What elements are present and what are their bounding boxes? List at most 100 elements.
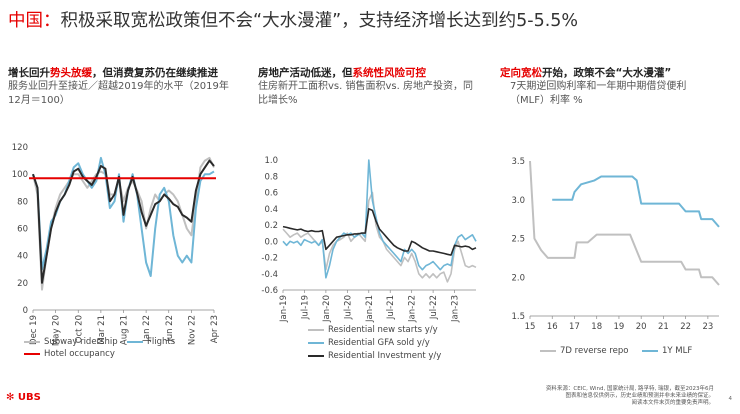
chart-services-xtick-label: Aug 21	[120, 315, 130, 345]
legend-swatch-gfa-sold	[308, 341, 324, 344]
chart-rates-ytick-label: 1.5	[511, 312, 525, 322]
ubs-logo-text: UBS	[17, 392, 41, 403]
ubs-logo: ✻ UBS	[6, 392, 41, 403]
chart-services: 0 20 40 60 80 100 120 Dec 19 May 20 Oct 20 Mar 21 A…	[12, 143, 220, 346]
chart-property-series-residential-new-starts-y-y	[282, 191, 477, 283]
legend-swatch-subway	[24, 340, 40, 343]
legend-label-mlf: 1Y MLF	[662, 346, 693, 356]
chart-services-ytick-label: 120	[12, 143, 28, 153]
panel3-heading: 定向宽松开始，政策不会“大水漫灌”	[500, 65, 671, 80]
chart-property-xtick-label: Jan-22	[408, 295, 418, 323]
legend-item-new-starts: Residential new starts y/y	[308, 325, 438, 335]
page-number: 4	[728, 396, 733, 402]
legend-item-hotel: Hotel occupancy	[24, 349, 115, 359]
chart-property-series-residential-investment-y-y	[282, 208, 477, 256]
chart-rates-ytick-label: 2.0	[511, 273, 525, 283]
footnote-disclaimer: 图表和信息仅供例示，历史业绩和预测并非未来业绩的保证。	[565, 393, 714, 399]
chart-services-xtick-label: Mar 21	[97, 315, 107, 345]
chart-property-ytick-label: 1.0	[264, 156, 278, 166]
legend-item-subway: Subway ridership	[24, 337, 118, 347]
chart-property-ytick-label: -0.4	[261, 270, 278, 280]
legend-swatch-repo	[540, 349, 556, 352]
chart-services-xtick-label: Jan 22	[142, 315, 152, 343]
chart-rates-xtick-label: 17	[569, 322, 580, 332]
chart-property-ytick-label: -0.2	[261, 254, 278, 264]
legend-label-flights: Flights	[147, 337, 176, 347]
chart-services-xtick-label: Apr 23	[210, 315, 220, 343]
panel2-heading: 房地产活动低迷，但系统性风险可控	[258, 65, 426, 80]
legend-swatch-flights	[127, 340, 143, 343]
panel1-heading: 增长回升势头放缓，但消费复苏仍在继续推进	[8, 65, 218, 80]
chart-services-ytick-label: 40	[17, 252, 28, 262]
chart-property-xtick-label: Jul-21	[386, 295, 396, 320]
chart-rates-series-7d-reverse-repo	[529, 160, 720, 286]
footnote-notice: 阅读本文件末页的重要免责声明。	[631, 400, 714, 406]
chart-property-xtick-label: Jul-22	[429, 295, 439, 320]
legend-swatch-mlf	[642, 349, 658, 352]
legend-label-new-starts: Residential new starts y/y	[328, 325, 438, 335]
chart-services-xtick-label: May 20	[52, 315, 62, 346]
chart-property-ytick-label: 0.6	[264, 189, 278, 199]
chart-property-ytick-label: 0.2	[264, 221, 278, 231]
legend-swatch-investment	[308, 354, 324, 357]
chart-property-xtick-label: Jan-23	[451, 295, 461, 323]
chart-services-xtick-label: Dec 19	[29, 315, 39, 345]
title-country: 中国：	[8, 11, 61, 31]
chart-services-series-hotel-occupancy	[32, 159, 215, 284]
title-text: 积极采取宽松政策但不会“大水漫灌”，支持经济增长达到约5-5.5%	[60, 11, 579, 31]
legend-item-repo: 7D reverse repo	[540, 346, 628, 356]
chart-services-xtick-label: Nov 22	[187, 315, 197, 345]
chart-property-xtick-label: Jan-21	[365, 295, 375, 323]
legend-label-gfa-sold: Residential GFA sold y/y	[328, 338, 430, 348]
chart-rates-ytick-label: 3.0	[511, 196, 525, 206]
legend-item-gfa-sold: Residential GFA sold y/y	[308, 338, 430, 348]
panel3-heading-a: 定向宽松	[500, 67, 542, 79]
chart-property-ytick-label: 0.8	[264, 172, 278, 182]
chart-rates: 1.5 2.0 2.5 3.0 3.5 15 16 17 18 19 20 21 22 23	[511, 157, 720, 332]
legend-item-flights: Flights	[127, 337, 175, 347]
panel1-heading-b: 势头放缓	[50, 67, 92, 79]
chart-property-ytick-label: -0.6	[261, 286, 278, 296]
chart-services-series-subway-ridership	[32, 156, 215, 291]
legend-label-hotel: Hotel occupancy	[44, 349, 115, 359]
chart-property-ytick-label: 0.0	[264, 237, 278, 247]
chart-property: -0.6 -0.4 -0.2 0.0 0.2 0.4 0.6 0.8 1.0 Jan-19 Jul-…	[261, 156, 477, 323]
panel2-subtitle: 住房新开工面积vs. 销售面积vs. 房地产投资，同比增长%	[258, 81, 473, 106]
chart-rates-series-1y-mlf	[552, 175, 720, 228]
chart-services-xtick-label: Oct 20	[74, 315, 84, 343]
chart-property-xtick-label: Jul-19	[300, 295, 310, 320]
legend-label-investment: Residential Investment y/y	[328, 351, 442, 361]
panel3-subtitle: 7天期逆回购利率和一年期中期借贷便利（MLF）利率 %	[510, 81, 687, 106]
chart-rates-xtick-label: 16	[547, 322, 558, 332]
panel2-heading-a: 房地产活动低迷，但	[258, 67, 353, 79]
legend-swatch-new-starts	[308, 328, 324, 331]
chart-services-ytick-label: 80	[17, 197, 28, 207]
page-title: 中国：积极采取宽松政策但不会“大水漫灌”，支持经济增长达到约5-5.5%	[8, 7, 578, 32]
legend-label-repo: 7D reverse repo	[560, 346, 629, 356]
chart-property-ytick-label: 0.4	[264, 205, 278, 215]
chart-property-xtick-label: Jan-20	[322, 295, 332, 323]
chart-rates-ytick-label: 3.5	[511, 157, 525, 167]
chart-services-ytick-label: 100	[12, 170, 28, 180]
panel1-heading-c: ，但消费复苏仍在继续推进	[92, 67, 218, 79]
chart-rates-xtick-label: 19	[614, 322, 625, 332]
chart-rates-xtick-label: 15	[525, 322, 536, 332]
chart-rates-xtick-label: 22	[680, 322, 691, 332]
panel2-heading-b: 系统性风险可控	[352, 67, 427, 79]
chart-rates-xtick-label: 21	[658, 322, 669, 332]
chart-property-series-residential-gfa-sold-y-y	[282, 159, 477, 279]
legend-swatch-hotel	[24, 352, 40, 355]
chart-rates-ytick-label: 2.5	[511, 235, 525, 245]
panel1-heading-a: 增长回升	[8, 67, 50, 79]
panel1-subtitle: 服务业回升至接近／超越2019年的水平（2019年12月＝100）	[8, 81, 229, 106]
chart-rates-xtick-label: 20	[636, 322, 647, 332]
chart-property-xtick-label: Jan-19	[279, 295, 289, 323]
chart-services-ytick-label: 60	[17, 225, 28, 235]
legend-label-subway: Subway ridership	[44, 337, 118, 347]
chart-rates-xtick-label: 23	[702, 322, 713, 332]
legend-item-mlf: 1Y MLF	[642, 346, 692, 356]
chart-services-ytick-label: 20	[17, 279, 28, 289]
legend-item-investment: Residential Investment y/y	[308, 351, 441, 361]
panel3-heading-b: 开始，政策不会“大水漫灌”	[542, 67, 672, 79]
